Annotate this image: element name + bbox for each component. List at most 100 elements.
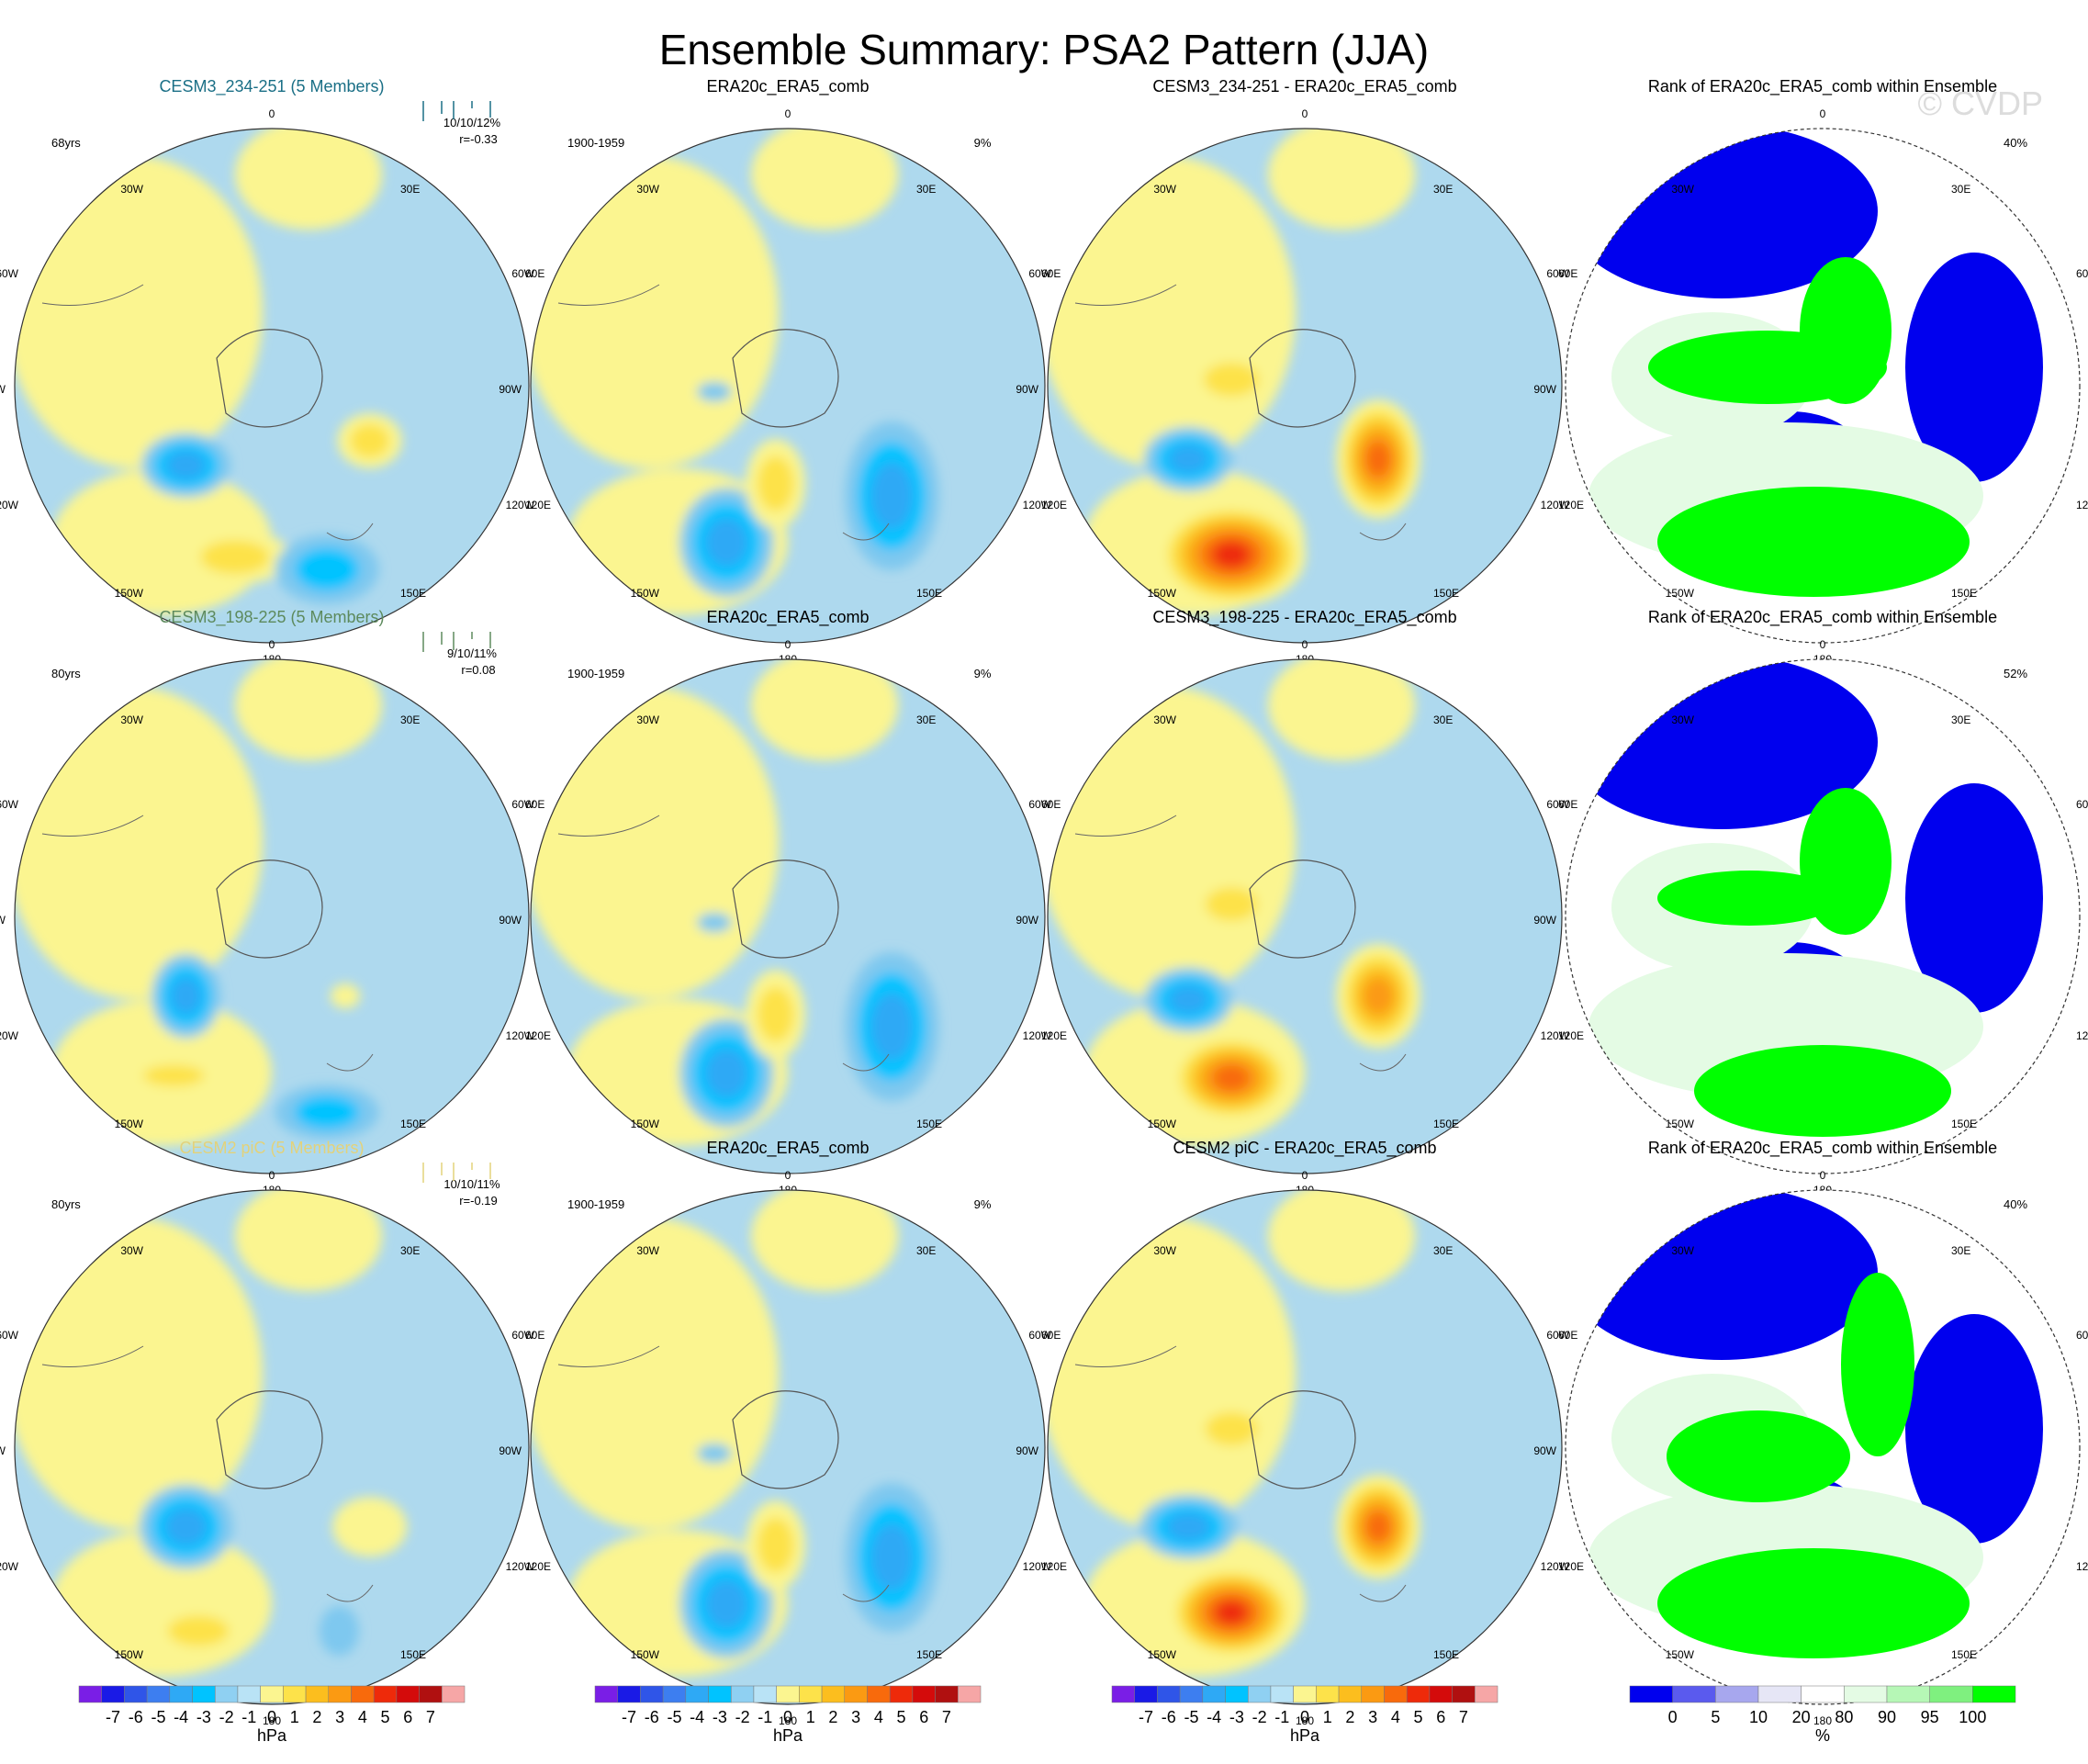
rank-region <box>1800 257 1892 404</box>
years-label: 80yrs <box>51 667 81 680</box>
longitude-label: 120W <box>506 499 535 511</box>
longitude-label: 180 <box>1813 1714 1832 1727</box>
map-panel-obs-row1: 018030W30E60W60E90W90E120W120E150W150EER… <box>499 77 1073 666</box>
longitude-label: 120W <box>0 1029 19 1042</box>
panel-title: CESM2 piC - ERA20c_ERA5_comb <box>1173 1139 1436 1158</box>
range-ticks <box>422 101 491 121</box>
longitude-label: 60E <box>1558 267 1577 280</box>
longitude-label: 0 <box>269 1169 275 1182</box>
contour-blob <box>1205 887 1258 921</box>
colorbar-unit: hPa <box>773 1726 803 1745</box>
map-boundary <box>14 128 530 644</box>
coastline <box>732 860 839 959</box>
map-boundary <box>1047 128 1563 644</box>
longitude-label: 150E <box>916 1648 942 1661</box>
longitude-label: 30W <box>636 713 659 726</box>
longitude-label: 150E <box>1433 587 1459 600</box>
colorbar-tick-label: 5 <box>381 1708 390 1726</box>
colorbar-tick-label: 5 <box>1711 1708 1720 1726</box>
page-title: Ensemble Summary: PSA2 Pattern (JJA) <box>659 26 1430 73</box>
colorbar-hpa-1: -7 -6 -5 -4 -3 -2 -1 0 1 2 3 4 5 6 7 hPa <box>78 1685 466 1745</box>
colorbar-tick-label: 0 <box>267 1708 276 1726</box>
colorbar-tick-label: -5 <box>1184 1708 1198 1726</box>
longitude-label: 30W <box>1153 183 1176 196</box>
longitude-label: 30E <box>1433 1244 1453 1257</box>
colorbar-swatch <box>1338 1685 1363 1703</box>
coastline <box>41 815 374 1072</box>
longitude-label: 30E <box>400 1244 420 1257</box>
colorbar-unit: hPa <box>257 1726 287 1745</box>
longitude-label: 30E <box>1433 713 1453 726</box>
panel-title: CESM3_234-251 (5 Members) <box>159 77 384 96</box>
percent-label: 52% <box>2004 667 2027 680</box>
colorbar-swatch <box>1316 1685 1340 1703</box>
contour-blob <box>1204 363 1259 397</box>
longitude-label: 0 <box>1302 107 1308 120</box>
contour-blob <box>200 540 270 574</box>
colorbar-swatch <box>685 1685 709 1703</box>
colorbar-swatch <box>1134 1685 1158 1703</box>
period-label: 1900-1959 <box>567 667 624 680</box>
longitude-label: 0 <box>269 638 275 651</box>
colorbar-swatch <box>753 1685 777 1703</box>
longitude-label: 0 <box>1820 107 1826 120</box>
longitude-label: 60W <box>0 267 19 280</box>
longitude-label: 0 <box>1820 638 1826 651</box>
colorbar-swatch <box>305 1685 330 1703</box>
longitude-label: 60W <box>1546 267 1569 280</box>
percent-label: 40% <box>2004 136 2027 150</box>
longitude-label: 120W <box>1541 1560 1570 1573</box>
colorbar-tick-label: 20 <box>1792 1708 1811 1726</box>
colorbar-tick-label: 0 <box>783 1708 792 1726</box>
colorbar-tick-label: 5 <box>1414 1708 1423 1726</box>
longitude-label: 120E <box>525 499 551 511</box>
longitude-label: 120E <box>1558 1029 1584 1042</box>
longitude-label: 60E <box>525 1329 544 1342</box>
longitude-label: 60W <box>1028 267 1051 280</box>
percent-label: 9% <box>974 667 992 680</box>
coastline <box>557 284 890 541</box>
longitude-label: 150W <box>631 1118 660 1130</box>
longitude-label: 180 <box>779 1714 797 1727</box>
map-panel-rank-row1: 018030W30E60W60E90W90E120W120E150W150ERa… <box>1533 77 2088 666</box>
period-label: 1900-1959 <box>567 136 624 150</box>
contour-blob <box>174 1406 210 1427</box>
longitude-label: 180 <box>1296 1714 1314 1727</box>
longitude-label: 0 <box>1302 1169 1308 1182</box>
map-boundary <box>14 1189 530 1705</box>
colorbar-tick-label: 4 <box>358 1708 367 1726</box>
contour-blob <box>1166 1512 1211 1542</box>
colorbar-swatch <box>169 1685 193 1703</box>
colorbar-swatch <box>1361 1685 1385 1703</box>
longitude-label: 0 <box>1302 638 1308 651</box>
longitude-label: 180 <box>263 1714 281 1727</box>
years-label: 80yrs <box>51 1197 81 1211</box>
rank-region <box>1667 1410 1850 1502</box>
colorbar-swatch <box>373 1685 398 1703</box>
longitude-label: 150E <box>400 1118 426 1130</box>
coastline <box>557 815 890 1072</box>
rank-region <box>1657 871 1841 926</box>
longitude-label: 60E <box>525 267 544 280</box>
contour-blob <box>295 1095 359 1129</box>
longitude-label: 120W <box>1023 1560 1052 1573</box>
longitude-label: 120E <box>1041 499 1067 511</box>
longitude-label: 150W <box>1666 587 1695 600</box>
map-panel-model-row1: 018030W30E60W60E90W90E120W120E150W150ECE… <box>0 77 557 666</box>
contour-blob <box>1215 1601 1248 1624</box>
coastline <box>732 329 839 428</box>
map-panel-rank-row3: 018030W30E60W60E90W90E120W120E150W150ERa… <box>1533 1139 2088 1727</box>
colorbar-tick-label: 100 <box>1959 1708 1986 1726</box>
map-boundary <box>1565 1189 2081 1705</box>
map-panel-obs-row2: 018030W30E60W60E90W90E120W120E150W150EER… <box>499 608 1073 1197</box>
longitude-label: 30W <box>1671 183 1694 196</box>
colorbar-tick-label: 1 <box>806 1708 815 1726</box>
longitude-label: 90W <box>0 1444 6 1457</box>
colorbar-swatch <box>844 1685 868 1703</box>
contour-blob <box>1168 985 1208 1015</box>
coastline <box>216 860 323 959</box>
contour-blob <box>1365 1511 1391 1542</box>
colorbar-swatch <box>1629 1685 1673 1703</box>
percent-label: 40% <box>2004 1197 2027 1211</box>
colorbar-tick-label: 4 <box>1391 1708 1400 1726</box>
